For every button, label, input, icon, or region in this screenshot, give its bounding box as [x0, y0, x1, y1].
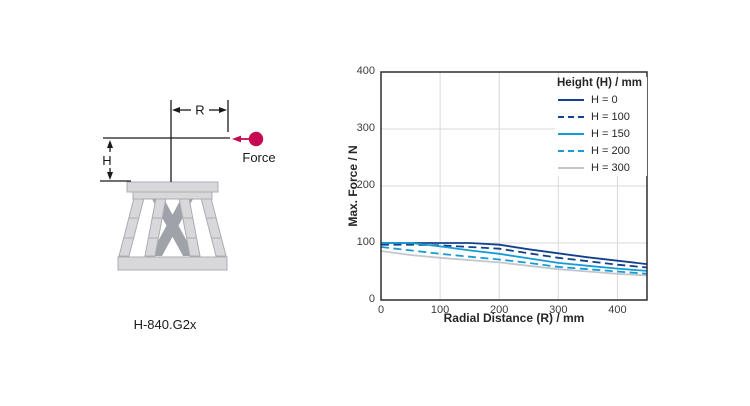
force-point-icon [248, 131, 264, 147]
series-line-h200 [380, 246, 648, 275]
legend-entry-h0: H = 0 [555, 91, 647, 108]
legend-entry-label: H = 0 [591, 93, 618, 106]
legend-entry-label: H = 100 [591, 110, 630, 123]
legend-entries: H = 0 H = 100 H = 150 H = 200 H = 300 [555, 91, 647, 176]
legend-entry-label: H = 300 [591, 161, 630, 174]
series-line-h0 [381, 242, 648, 265]
height-dimension: H [99, 137, 230, 182]
model-label: H-840.G2x [134, 317, 197, 332]
force-arrowhead-icon [232, 135, 241, 143]
y-tick-label-300: 300 [356, 122, 375, 134]
legend-entry-h100: H = 100 [555, 108, 647, 125]
x-tick-label-0: 0 [377, 304, 385, 316]
x-tick-label-300: 300 [549, 304, 568, 316]
legend-entry-label: H = 150 [591, 127, 630, 140]
force-label: Force [242, 150, 275, 165]
force-vector: Force [232, 131, 276, 165]
legend-entry-h150: H = 150 [555, 125, 647, 142]
radius-label: R [195, 103, 204, 118]
legend-swatch-icon [558, 132, 584, 135]
legend-swatch-icon [558, 115, 584, 118]
legend-swatch-icon [558, 98, 584, 101]
x-tick-label-400: 400 [608, 304, 627, 316]
series-line-h150 [381, 242, 648, 272]
chart-legend: Height (H) / mm H = 0 H = 100 H = 150 H = 2… [555, 77, 647, 176]
y-tick-label-100: 100 [356, 236, 375, 248]
x-axis-title: Radial Distance (R) / mm [443, 311, 585, 325]
legend-entry-h200: H = 200 [555, 142, 647, 159]
hexapod-base-plate [117, 256, 228, 271]
legend-entry-label: H = 200 [591, 144, 630, 157]
legend-title: Height (H) / mm [557, 77, 642, 89]
x-tick-label-200: 200 [490, 304, 509, 316]
x-tick-label-100: 100 [430, 304, 450, 316]
y-tick-label-0: 0 [368, 293, 375, 305]
radius-dimension: R [170, 100, 229, 182]
y-tick-label-200: 200 [356, 179, 375, 191]
height-label: H [102, 153, 111, 168]
legend-swatch-icon [558, 149, 584, 152]
series-line-h300 [380, 250, 648, 277]
hexapod-platform-tier2 [132, 191, 213, 200]
y-axis-title: Max. Force / N [346, 145, 360, 227]
plot-border [380, 71, 648, 301]
legend-swatch-icon [558, 166, 584, 169]
y-tick-label-400: 400 [356, 65, 375, 77]
legend-entry-h300: H = 300 [555, 159, 647, 176]
